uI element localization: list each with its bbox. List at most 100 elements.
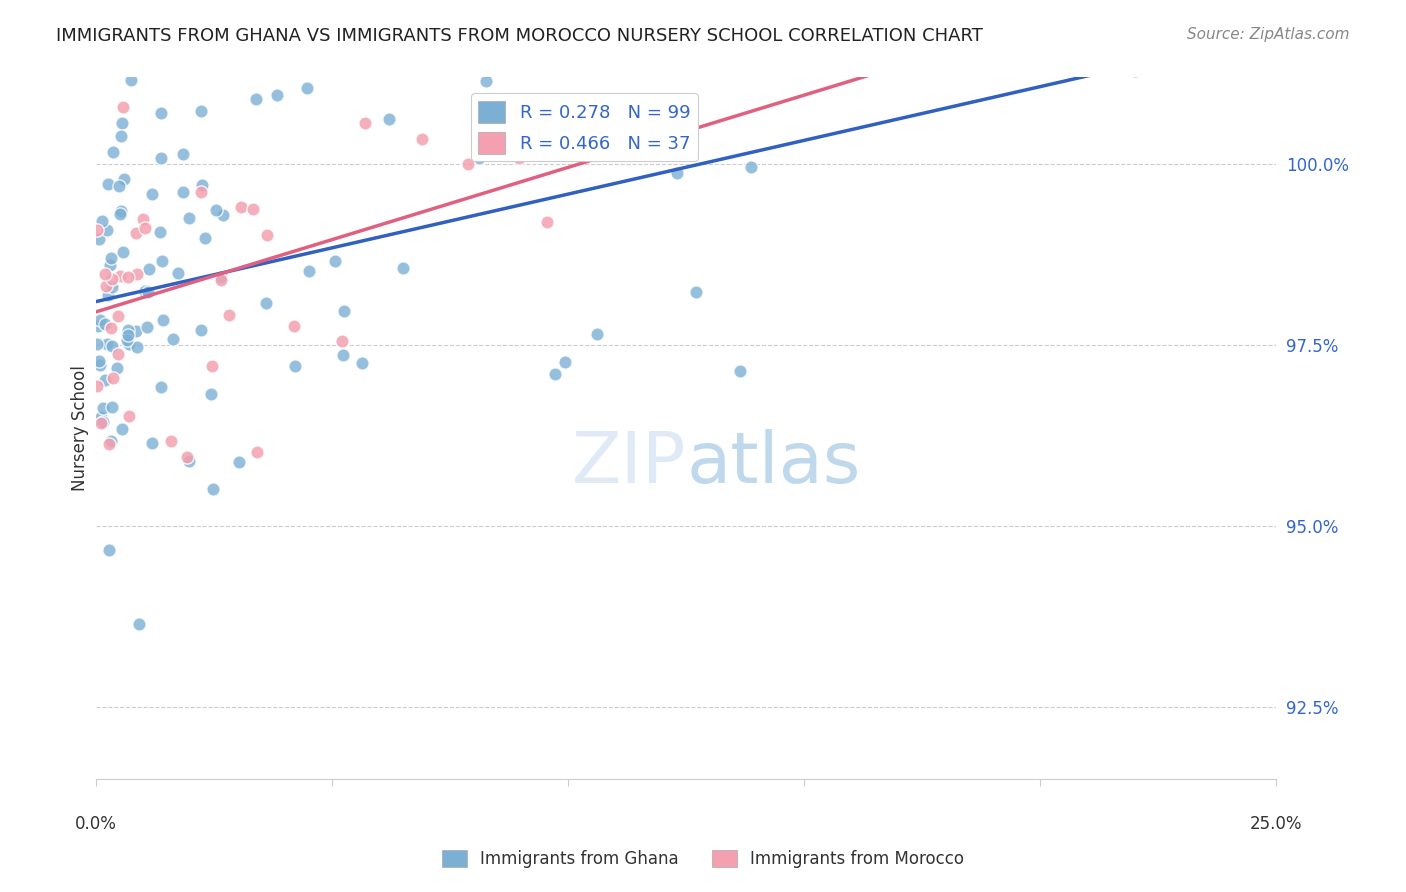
Point <box>190 185 212 199</box>
Point <box>177 211 200 225</box>
Point <box>228 455 250 469</box>
Point <box>166 266 188 280</box>
Point <box>94 267 117 281</box>
Point <box>141 436 163 450</box>
Point <box>86 379 108 393</box>
Point <box>681 100 703 114</box>
Point <box>665 166 688 180</box>
Point <box>127 340 149 354</box>
Point <box>97 288 120 302</box>
Point <box>101 339 124 353</box>
Point <box>94 373 117 387</box>
Point <box>474 74 496 88</box>
Point <box>284 359 307 373</box>
Point <box>110 128 132 143</box>
Point <box>614 54 637 68</box>
Point <box>107 309 129 323</box>
Point <box>295 81 318 95</box>
Point <box>98 543 121 558</box>
Point <box>160 434 183 448</box>
Text: 25.0%: 25.0% <box>1250 815 1302 833</box>
Legend: Immigrants from Ghana, Immigrants from Morocco: Immigrants from Ghana, Immigrants from M… <box>434 843 972 875</box>
Point <box>101 371 124 385</box>
Point <box>256 227 278 242</box>
Y-axis label: Nursery School: Nursery School <box>72 366 89 491</box>
Point <box>152 313 174 327</box>
Point <box>554 354 576 368</box>
Point <box>231 200 253 214</box>
Point <box>457 157 479 171</box>
Point <box>332 348 354 362</box>
Point <box>91 401 114 416</box>
Point <box>111 245 134 260</box>
Point <box>149 105 172 120</box>
Point <box>96 279 118 293</box>
Point <box>100 280 122 294</box>
Point <box>209 273 232 287</box>
Point <box>468 151 491 165</box>
Point <box>117 270 139 285</box>
Point <box>190 323 212 337</box>
Point <box>110 204 132 219</box>
Point <box>101 401 124 415</box>
Point <box>94 317 117 331</box>
Point <box>149 225 172 239</box>
Point <box>621 95 644 110</box>
Point <box>377 112 399 126</box>
Point <box>254 296 277 310</box>
Text: atlas: atlas <box>686 429 860 498</box>
Point <box>200 387 222 401</box>
Point <box>125 324 148 338</box>
Point <box>93 415 115 429</box>
Point <box>246 445 269 459</box>
Point <box>508 151 530 165</box>
Point <box>354 116 377 130</box>
Point <box>150 380 173 394</box>
Point <box>134 221 156 235</box>
Point <box>138 261 160 276</box>
Point <box>111 422 134 436</box>
Point <box>136 319 159 334</box>
Point <box>107 179 129 194</box>
Point <box>89 312 111 326</box>
Point <box>89 353 111 368</box>
Point <box>98 437 121 451</box>
Point <box>536 215 558 229</box>
Point <box>152 254 174 268</box>
Point <box>108 269 131 284</box>
Point <box>1123 64 1146 78</box>
Point <box>134 284 156 298</box>
Text: ZIP: ZIP <box>572 429 686 498</box>
Legend: R = 0.278   N = 99, R = 0.466   N = 37: R = 0.278 N = 99, R = 0.466 N = 37 <box>471 94 697 161</box>
Point <box>90 214 112 228</box>
Point <box>111 100 134 114</box>
Point <box>112 172 135 186</box>
Point <box>209 270 232 285</box>
Point <box>105 360 128 375</box>
Point <box>332 334 354 348</box>
Point <box>411 132 433 146</box>
Point <box>100 271 122 285</box>
Point <box>190 104 212 119</box>
Point <box>117 333 139 347</box>
Point <box>90 409 112 424</box>
Point <box>568 114 591 128</box>
Point <box>120 73 142 87</box>
Point <box>100 258 122 272</box>
Point <box>218 308 240 322</box>
Point <box>128 617 150 632</box>
Point <box>176 450 198 464</box>
Point <box>194 231 217 245</box>
Point <box>101 145 124 159</box>
Point <box>86 223 108 237</box>
Point <box>97 178 120 192</box>
Point <box>118 409 141 424</box>
Point <box>283 319 305 334</box>
Point <box>100 251 122 265</box>
Point <box>132 212 155 227</box>
Point <box>108 207 131 221</box>
Point <box>586 327 609 342</box>
Point <box>96 336 118 351</box>
Text: 0.0%: 0.0% <box>76 815 117 833</box>
Point <box>179 454 201 468</box>
